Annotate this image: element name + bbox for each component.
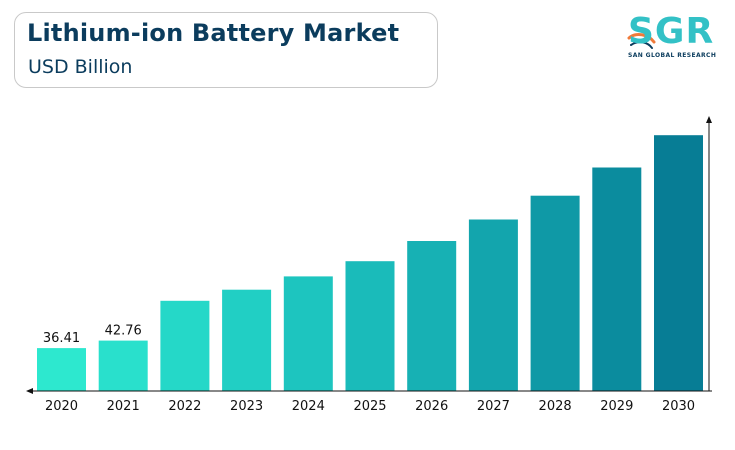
data-labels-group: 36.41 42.76 bbox=[43, 324, 142, 347]
x-tick-label: 2026 bbox=[415, 399, 448, 414]
x-tick-label: 2029 bbox=[600, 399, 633, 414]
bar-2020 bbox=[37, 348, 86, 391]
bar-2027 bbox=[468, 219, 518, 391]
bar-2030 bbox=[654, 135, 703, 391]
x-tick-label: 2020 bbox=[45, 399, 78, 414]
x-tick-label: 2028 bbox=[539, 399, 572, 414]
x-tick-label: 2024 bbox=[292, 399, 325, 414]
x-tick-label: 2030 bbox=[662, 399, 695, 414]
bar-2021 bbox=[98, 340, 148, 391]
title-box: Lithium-ion Battery Market USD Billion bbox=[14, 12, 438, 88]
x-tick-label: 2025 bbox=[353, 399, 386, 414]
x-tick-label: 2027 bbox=[477, 399, 510, 414]
axes-group bbox=[26, 116, 712, 394]
tick-labels-group: 2020 2021 2022 2023 2024 2025 2026 2027 2028 2029… bbox=[45, 399, 695, 414]
bar-2025 bbox=[345, 261, 395, 391]
bar-2029 bbox=[592, 167, 642, 391]
x-axis-arrow-icon bbox=[26, 388, 33, 394]
logo-swoosh-icon bbox=[627, 33, 656, 49]
logo-text: SGR bbox=[628, 11, 715, 52]
bar-2026 bbox=[407, 241, 457, 391]
x-tick-label: 2021 bbox=[107, 399, 140, 414]
x-tick-label: 2022 bbox=[168, 399, 201, 414]
logo-subtitle: SAN GLOBAL RESEARCH bbox=[628, 52, 717, 59]
x-tick-label: 2023 bbox=[230, 399, 263, 414]
bar-2022 bbox=[160, 300, 210, 391]
bars-group bbox=[37, 135, 703, 391]
sgr-logo: SGR SAN GLOBAL RESEARCH bbox=[626, 12, 726, 68]
y-axis-arrow-icon bbox=[706, 116, 712, 123]
bar-2024 bbox=[283, 276, 333, 391]
data-label: 42.76 bbox=[105, 324, 142, 339]
bar-2028 bbox=[530, 195, 580, 391]
page-subtitle: USD Billion bbox=[28, 56, 133, 78]
bar-2023 bbox=[222, 289, 272, 391]
page-title: Lithium-ion Battery Market bbox=[27, 19, 400, 47]
data-label: 36.41 bbox=[43, 331, 80, 346]
